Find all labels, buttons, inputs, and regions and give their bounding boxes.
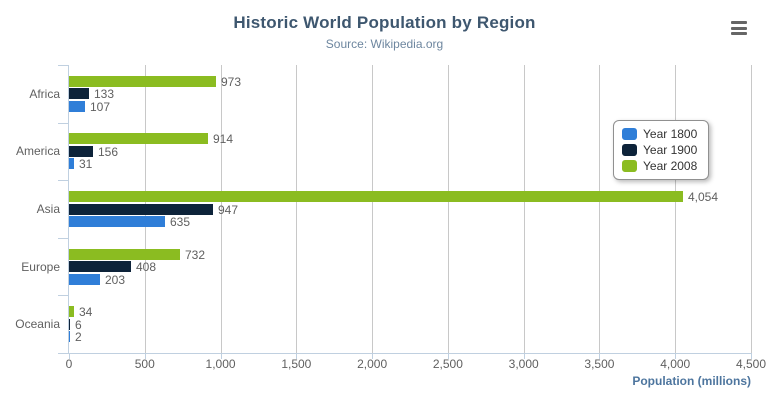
bar-value-label-year-1900-africa: 133 bbox=[94, 87, 115, 102]
legend-label: Year 1800 bbox=[643, 127, 698, 141]
category-label-america: America bbox=[15, 144, 60, 159]
bar-value-label-year-1800-africa: 107 bbox=[90, 99, 111, 114]
bar-year-2008-africa[interactable] bbox=[69, 75, 216, 87]
bar-year-2008-europe[interactable] bbox=[69, 248, 180, 260]
bar-value-label-year-2008-europe: 732 bbox=[185, 247, 206, 262]
hamburger-icon bbox=[731, 26, 747, 30]
bar-value-label-year-2008-africa: 973 bbox=[221, 74, 242, 89]
bar-year-1900-africa[interactable] bbox=[69, 88, 89, 100]
legend: Year 1800 Year 1900 Year 2008 bbox=[613, 120, 710, 180]
bar-year-1800-oceania[interactable] bbox=[69, 331, 70, 343]
value-axis-tick bbox=[221, 353, 222, 359]
gridline bbox=[221, 65, 222, 353]
value-axis-tick bbox=[145, 353, 146, 359]
bar-year-2008-asia[interactable] bbox=[69, 191, 683, 202]
category-label-europe: Europe bbox=[21, 259, 60, 274]
category-axis-tick bbox=[58, 353, 68, 354]
bar-year-1900-oceania[interactable] bbox=[69, 318, 70, 330]
hamburger-icon bbox=[731, 32, 747, 35]
x-axis-title: Population (millions) bbox=[632, 374, 751, 388]
legend-item-year-1900[interactable]: Year 1900 bbox=[622, 142, 697, 158]
bar-value-label-year-1900-asia: 947 bbox=[218, 202, 239, 217]
value-axis-tick bbox=[296, 353, 297, 359]
value-axis-tick bbox=[675, 353, 676, 359]
value-axis-tick-label: 4,000 bbox=[660, 357, 691, 371]
bar-value-label-year-1900-america: 156 bbox=[98, 144, 119, 159]
bar-value-label-year-1800-oceania: 2 bbox=[75, 330, 82, 345]
value-axis-tick bbox=[69, 353, 70, 359]
gridline bbox=[599, 65, 600, 353]
bar-year-1800-africa[interactable] bbox=[69, 100, 85, 112]
legend-label: Year 1900 bbox=[643, 143, 698, 157]
chart-subtitle: Source: Wikipedia.org bbox=[325, 37, 444, 51]
bar-year-1900-asia[interactable] bbox=[69, 203, 213, 215]
chart-title: Historic World Population by Region bbox=[233, 13, 536, 32]
value-axis-tick-label: 500 bbox=[134, 357, 155, 371]
gridline bbox=[372, 65, 373, 353]
legend-item-year-1800[interactable]: Year 1800 bbox=[622, 126, 697, 142]
value-axis-tick bbox=[372, 353, 373, 359]
category-label-oceania: Oceania bbox=[15, 317, 60, 332]
category-axis-line bbox=[68, 65, 69, 353]
bar-year-1800-asia[interactable] bbox=[69, 216, 165, 227]
bar-value-label-year-2008-oceania: 34 bbox=[79, 305, 93, 320]
gridline bbox=[751, 65, 752, 353]
gridline bbox=[524, 65, 525, 353]
value-axis-tick bbox=[751, 353, 752, 359]
category-axis-tick bbox=[58, 180, 68, 182]
bar-value-label-year-2008-asia: 4,054 bbox=[688, 190, 719, 204]
chart-context-menu-button[interactable] bbox=[728, 18, 750, 38]
hamburger-icon bbox=[731, 21, 747, 24]
bar-year-1900-america[interactable] bbox=[69, 145, 93, 157]
legend-symbol-year-2008 bbox=[622, 160, 637, 172]
value-axis-tick-label: 3,000 bbox=[508, 357, 539, 371]
value-axis-tick-label: 2,500 bbox=[432, 357, 463, 371]
value-axis-tick-label: 2,000 bbox=[357, 357, 388, 371]
category-label-asia: Asia bbox=[36, 201, 60, 216]
bar-value-label-year-1800-asia: 635 bbox=[170, 215, 191, 229]
bar-year-2008-oceania[interactable] bbox=[69, 306, 74, 318]
value-axis-line bbox=[68, 353, 751, 354]
category-axis-tick bbox=[58, 295, 68, 297]
bar-value-label-year-1900-europe: 408 bbox=[136, 260, 157, 275]
category-axis-tick bbox=[58, 65, 68, 66]
category-axis-tick bbox=[58, 122, 68, 124]
bar-year-1800-america[interactable] bbox=[69, 158, 74, 170]
bar-year-1900-europe[interactable] bbox=[69, 261, 131, 273]
value-axis-tick bbox=[599, 353, 600, 359]
value-axis-tick bbox=[448, 353, 449, 359]
bar-value-label-year-1800-europe: 203 bbox=[105, 272, 126, 287]
bar-value-label-year-1900-oceania: 6 bbox=[75, 317, 82, 332]
gridline bbox=[296, 65, 297, 353]
legend-symbol-year-1900 bbox=[622, 144, 637, 156]
category-axis-tick bbox=[58, 237, 68, 239]
bar-year-2008-america[interactable] bbox=[69, 133, 208, 145]
category-label-africa: Africa bbox=[29, 86, 60, 101]
value-axis-tick-label: 4,500 bbox=[735, 357, 767, 371]
gridline bbox=[675, 65, 676, 353]
value-axis-tick-label: 1,500 bbox=[281, 357, 312, 371]
legend-symbol-year-1800 bbox=[622, 128, 637, 140]
value-axis-tick-label: 1,000 bbox=[205, 357, 236, 371]
legend-label: Year 2008 bbox=[643, 159, 698, 173]
value-axis-tick-label: 0 bbox=[65, 357, 73, 371]
legend-item-year-2008[interactable]: Year 2008 bbox=[622, 158, 697, 174]
bar-value-label-year-2008-america: 914 bbox=[213, 132, 234, 147]
value-axis-tick-label: 3,500 bbox=[584, 357, 615, 371]
value-axis-tick bbox=[524, 353, 525, 359]
bar-value-label-year-1800-america: 31 bbox=[79, 157, 93, 172]
gridline bbox=[448, 65, 449, 353]
bar-year-1800-europe[interactable] bbox=[69, 273, 100, 285]
